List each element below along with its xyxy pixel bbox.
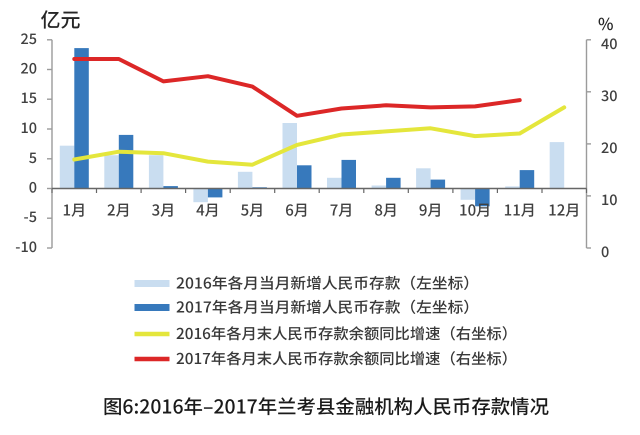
svg-text:10: 10 [601,189,618,210]
svg-text:5月: 5月 [241,200,265,221]
svg-text:2017年各月末人民币存款余额同比增速（右坐标）: 2017年各月末人民币存款余额同比增速（右坐标） [176,348,517,369]
svg-text:-10: -10 [15,236,37,257]
svg-text:15: 15 [20,87,37,108]
svg-text:9月: 9月 [419,200,443,221]
svg-text:20: 20 [601,137,618,158]
svg-text:亿元: 亿元 [41,4,81,33]
svg-text:0: 0 [601,241,609,262]
svg-text:40: 40 [601,33,618,54]
svg-text:8月: 8月 [374,200,398,221]
svg-text:11月: 11月 [504,200,536,221]
svg-text:25: 25 [20,28,37,49]
svg-text:5: 5 [29,147,37,168]
svg-text:1月: 1月 [63,200,87,221]
svg-text:12月: 12月 [548,200,580,221]
svg-text:2016年各月当月新增人民币存款（左坐标）: 2016年各月当月新增人民币存款（左坐标） [176,273,479,294]
svg-text:3月: 3月 [152,200,176,221]
svg-text:-5: -5 [24,206,37,227]
svg-text:2016年各月末人民币存款余额同比增速（右坐标）: 2016年各月末人民币存款余额同比增速（右坐标） [176,323,517,344]
svg-text:30: 30 [601,85,618,106]
svg-text:2月: 2月 [107,200,131,221]
svg-text:%: % [598,11,614,35]
svg-text:10: 10 [20,117,37,138]
svg-text:7月: 7月 [330,200,354,221]
svg-text:6月: 6月 [285,200,309,221]
svg-text:4月: 4月 [196,200,220,221]
svg-text:20: 20 [20,58,37,79]
svg-text:0: 0 [29,177,37,198]
svg-text:图6:2016年–2017年兰考县金融机构人民币存款情况: 图6:2016年–2017年兰考县金融机构人民币存款情况 [103,392,549,420]
svg-text:10月: 10月 [459,200,491,221]
svg-text:2017年各月当月新增人民币存款（左坐标）: 2017年各月当月新增人民币存款（左坐标） [176,297,479,318]
